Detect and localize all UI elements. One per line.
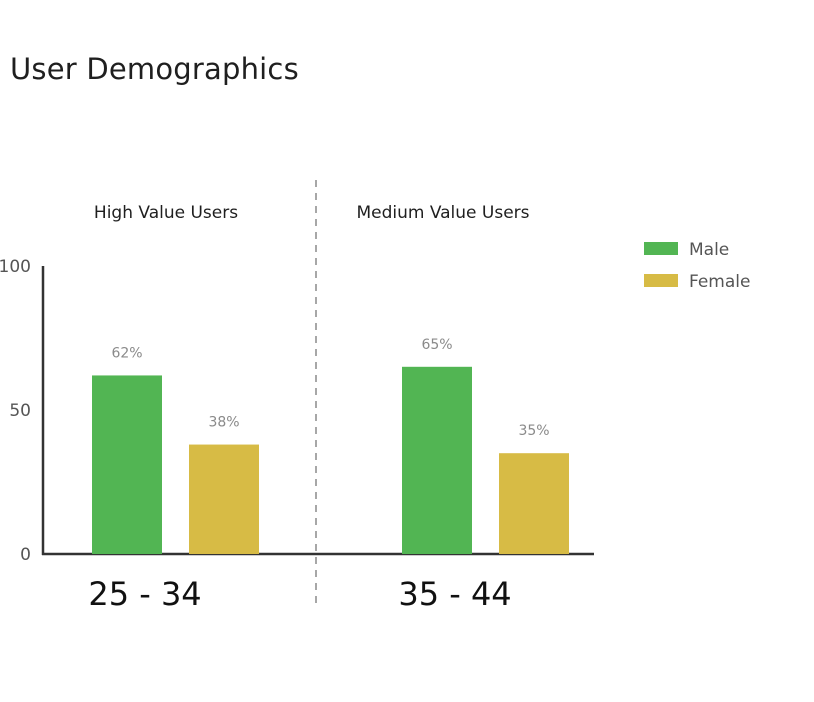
bar-female xyxy=(499,453,569,554)
bar-data-label: 62% xyxy=(111,345,142,361)
x-category-label: 25 - 34 xyxy=(88,575,201,613)
group-title: High Value Users xyxy=(94,203,238,223)
y-tick-label: 100 xyxy=(0,257,31,277)
legend-label: Male xyxy=(689,240,729,260)
chart-title: User Demographics xyxy=(10,52,299,86)
legend-swatch-female xyxy=(644,274,678,287)
bar-female xyxy=(189,444,259,554)
y-tick-label: 0 xyxy=(20,545,31,565)
group-title: Medium Value Users xyxy=(356,203,529,223)
bar-data-label: 38% xyxy=(208,415,239,431)
bar-male xyxy=(92,375,162,554)
bar-data-label: 65% xyxy=(421,337,452,353)
bar-male xyxy=(402,366,472,554)
bar-data-label: 35% xyxy=(518,423,549,439)
legend-label: Female xyxy=(689,272,750,292)
legend-swatch-male xyxy=(644,242,678,255)
x-category-label: 35 - 44 xyxy=(398,575,511,613)
y-tick-label: 50 xyxy=(9,401,31,421)
